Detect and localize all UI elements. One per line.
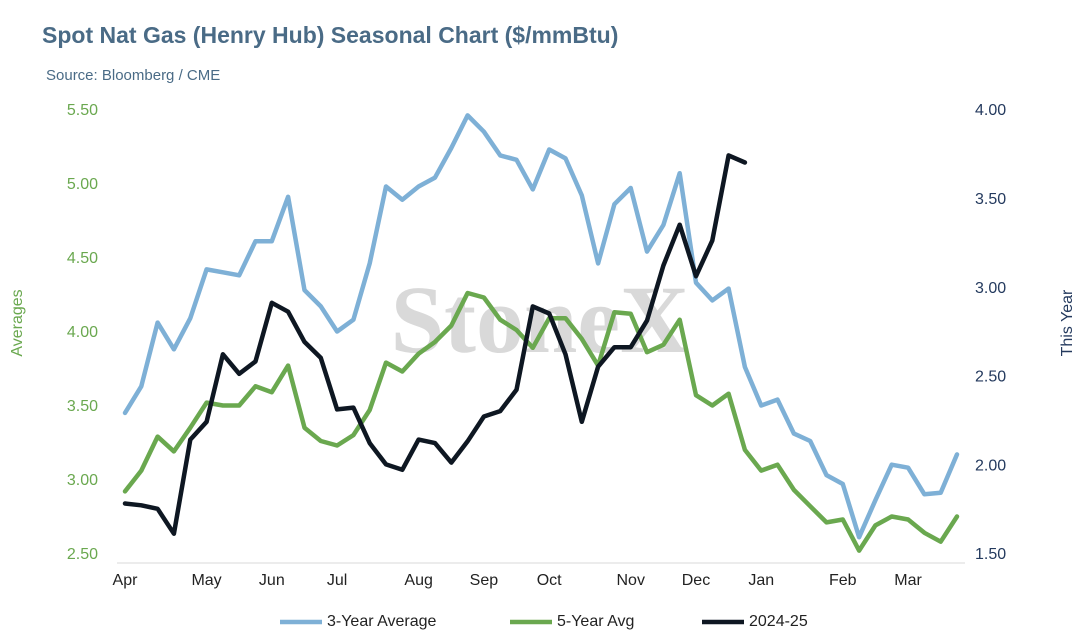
x-tick-label: Nov (616, 572, 644, 589)
y-tick-label: 2.50 (67, 546, 98, 563)
y-tick-label: 5.00 (67, 176, 98, 193)
x-tick-label: Apr (113, 572, 139, 589)
y2-tick-label: 2.50 (975, 369, 1006, 386)
y2-tick-label: 3.50 (975, 191, 1006, 208)
x-tick-label: Sep (470, 572, 499, 589)
x-tick-label: Jul (327, 572, 347, 589)
series-line (122, 290, 960, 553)
legend-label: 2024-25 (749, 613, 808, 630)
x-tick-label: Mar (894, 572, 922, 589)
y2-axis-label: This Year (1059, 289, 1076, 356)
y-tick-label: 4.50 (67, 250, 98, 267)
y-tick-label: 4.00 (67, 324, 98, 341)
y2-tick-label: 1.50 (975, 546, 1006, 563)
x-tick-label: Oct (537, 572, 562, 589)
y2-tick-label: 3.00 (975, 280, 1006, 297)
y-axis-label: Averages (9, 289, 26, 356)
y-tick-label: 5.50 (67, 102, 98, 119)
legend-label: 3-Year Average (327, 613, 437, 630)
x-tick-label: Jun (259, 572, 285, 589)
legend-label: 5-Year Avg (557, 613, 634, 630)
chart-subtitle: Source: Bloomberg / CME (46, 67, 220, 84)
series-line (122, 153, 748, 536)
x-tick-label: May (191, 572, 221, 589)
y2-tick-label: 4.00 (975, 102, 1006, 119)
y2-tick-label: 2.00 (975, 457, 1006, 474)
x-tick-label: Jan (748, 572, 774, 589)
x-tick-label: Aug (404, 572, 432, 589)
watermark: StoneX (391, 266, 690, 373)
x-tick-label: Feb (829, 572, 857, 589)
chart-title: Spot Nat Gas (Henry Hub) Seasonal Chart … (42, 22, 618, 48)
x-tick-label: Dec (682, 572, 710, 589)
series-line (122, 113, 960, 540)
y-tick-label: 3.00 (67, 472, 98, 489)
y-tick-label: 3.50 (67, 398, 98, 415)
